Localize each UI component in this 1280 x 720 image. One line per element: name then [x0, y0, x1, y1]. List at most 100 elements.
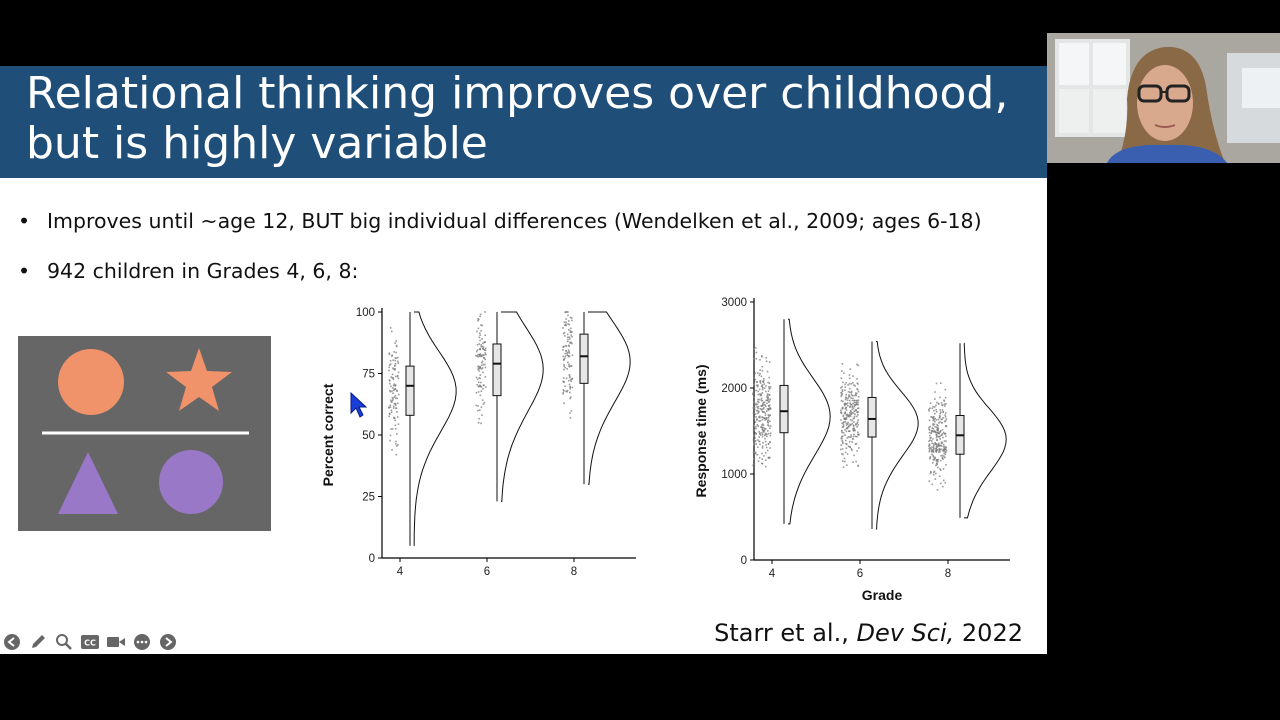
- data-point: [753, 443, 756, 446]
- data-point: [753, 406, 756, 409]
- data-point: [848, 377, 851, 380]
- data-point: [754, 431, 757, 434]
- data-point: [944, 432, 947, 435]
- data-point: [562, 392, 564, 395]
- data-point: [841, 390, 844, 393]
- data-point: [937, 422, 940, 424]
- data-point: [760, 393, 762, 396]
- data-point: [939, 450, 941, 453]
- data-point: [482, 363, 485, 366]
- data-point: [853, 427, 855, 429]
- data-point: [944, 388, 947, 391]
- data-point: [567, 311, 569, 313]
- data-point: [942, 436, 944, 439]
- data-point: [484, 358, 486, 361]
- data-point: [761, 408, 763, 410]
- data-point: [392, 376, 395, 379]
- data-point: [391, 373, 394, 376]
- data-point: [855, 442, 858, 445]
- y-axis-label: Response time (ms): [693, 364, 709, 497]
- data-point: [768, 386, 770, 388]
- data-point: [939, 411, 942, 413]
- data-point: [848, 394, 850, 396]
- data-point: [847, 390, 850, 393]
- data-point: [850, 383, 853, 385]
- data-point: [483, 341, 485, 344]
- data-point: [480, 406, 483, 408]
- data-point: [395, 445, 398, 447]
- data-point: [752, 424, 755, 427]
- data-point: [567, 320, 570, 322]
- data-point: [476, 330, 478, 333]
- data-point: [936, 460, 939, 463]
- data-point: [932, 423, 934, 425]
- data-point: [934, 412, 936, 415]
- data-point: [764, 437, 766, 440]
- data-point: [843, 457, 846, 460]
- captions-icon[interactable]: CC: [80, 632, 100, 652]
- data-point: [944, 456, 946, 459]
- data-point: [936, 423, 938, 426]
- data-point: [767, 443, 770, 445]
- data-point: [477, 409, 479, 412]
- data-point: [856, 388, 859, 391]
- data-point: [566, 340, 569, 343]
- data-point: [757, 384, 759, 386]
- data-point: [479, 367, 481, 370]
- data-point: [943, 449, 945, 452]
- data-point: [930, 431, 933, 433]
- data-point: [856, 433, 859, 436]
- data-point: [765, 399, 767, 402]
- data-point: [852, 407, 855, 410]
- data-point: [945, 435, 947, 438]
- data-point: [767, 390, 770, 392]
- raincloud-grade-8: [928, 342, 1007, 519]
- data-point: [765, 357, 768, 359]
- data-point: [395, 433, 398, 435]
- data-point: [847, 415, 850, 417]
- next-icon[interactable]: [158, 632, 178, 652]
- data-point: [569, 337, 571, 340]
- data-point: [759, 394, 762, 397]
- data-point: [761, 369, 764, 372]
- data-point: [755, 439, 757, 442]
- pen-icon[interactable]: [28, 632, 48, 652]
- data-point: [856, 363, 858, 366]
- prev-icon[interactable]: [2, 632, 22, 652]
- data-point: [840, 394, 843, 397]
- data-point: [760, 399, 763, 401]
- x-axis-label: Grade: [862, 587, 903, 603]
- data-point: [479, 377, 481, 380]
- data-point: [844, 420, 847, 423]
- data-point: [759, 369, 761, 371]
- data-point: [388, 369, 390, 372]
- data-point: [392, 392, 394, 395]
- data-point: [769, 386, 772, 388]
- data-point: [564, 344, 567, 347]
- data-point: [766, 370, 769, 373]
- more-icon[interactable]: [132, 632, 152, 652]
- data-point: [941, 442, 944, 444]
- data-point: [934, 441, 937, 444]
- data-point: [857, 390, 860, 393]
- data-point: [763, 417, 766, 419]
- data-point: [392, 398, 394, 400]
- y-tick-label: 0: [369, 553, 375, 565]
- data-point: [941, 434, 943, 436]
- data-point: [940, 442, 943, 445]
- zoom-icon[interactable]: [54, 632, 74, 652]
- data-point: [765, 418, 768, 421]
- bullet-item-2: • 942 children in Grades 4, 6, 8:: [18, 259, 358, 283]
- data-point: [760, 409, 763, 411]
- participant-video-feed[interactable]: [1047, 33, 1280, 163]
- box-iqr: [405, 365, 415, 416]
- data-point: [765, 443, 767, 446]
- raincloud-grade-8: [562, 311, 631, 485]
- data-point: [849, 423, 851, 426]
- data-point: [759, 382, 762, 384]
- data-point: [479, 394, 482, 397]
- video-icon[interactable]: [106, 632, 126, 652]
- data-point: [856, 382, 859, 385]
- data-point: [853, 399, 856, 402]
- data-point: [480, 324, 482, 326]
